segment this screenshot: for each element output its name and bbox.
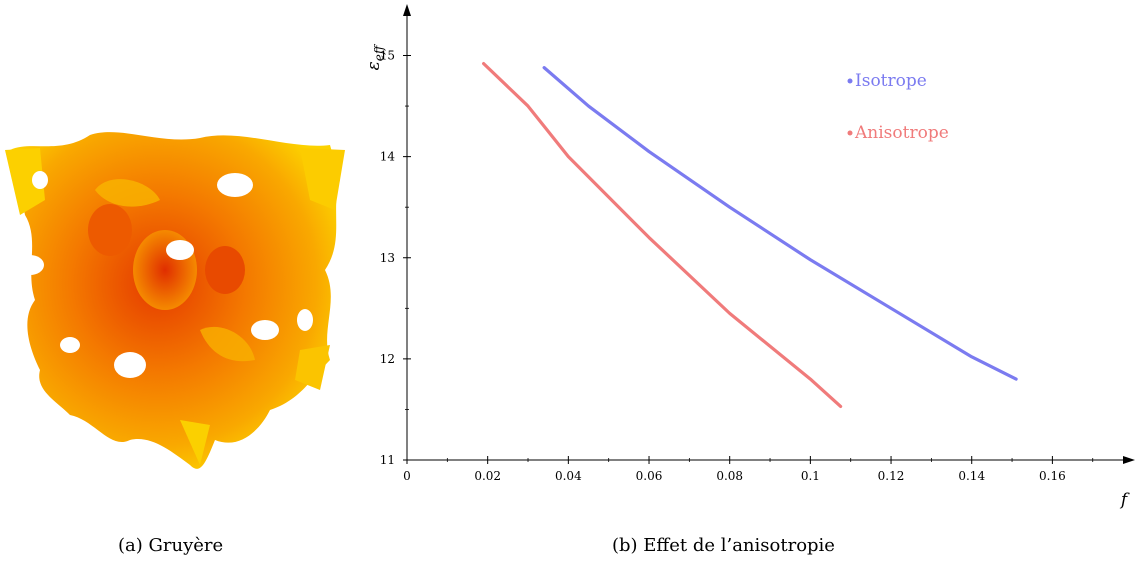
gruyere-surface-image: [5, 132, 345, 469]
x-tick-label: 0.1: [801, 469, 820, 483]
x-tick-label: 0.08: [716, 469, 743, 483]
y-tick-label: 12: [380, 352, 395, 366]
axes: [403, 4, 1135, 464]
tick-group: 0 0.02 0.04 0.06 0.08 0.1 0.12 0.14 0.16 11 12 13 14…: [364, 43, 1130, 510]
x-tick-label: 0.06: [636, 469, 663, 483]
x-tick-label: 0: [403, 469, 411, 483]
series-line-anisotrope: [482, 61, 843, 409]
caption-b: (b) Effet de l’anisotropie: [612, 535, 835, 556]
legend-label-anisotrope: Anisotrope: [854, 123, 949, 143]
legend: Isotrope Anisotrope: [847, 71, 949, 143]
chart-effet-anisotropie: 0 0.02 0.04 0.06 0.08 0.1 0.12 0.14 0.16 11 12 13 14…: [364, 4, 1135, 510]
legend-label-isotrope: Isotrope: [855, 71, 927, 91]
series-group: [482, 61, 1018, 409]
x-axis-title: f: [1119, 490, 1130, 510]
x-tick-label: 0.16: [1039, 469, 1066, 483]
y-axis-title: εeff: [364, 43, 386, 70]
y-tick-label: 15: [380, 49, 395, 63]
y-tick-label: 13: [380, 251, 395, 265]
x-tick-label: 0.12: [878, 469, 905, 483]
x-tick-label: 0.02: [474, 469, 501, 483]
y-axis-arrow: [403, 4, 411, 16]
legend-marker-anisotrope: [847, 130, 853, 136]
series-line-isotrope: [542, 66, 1018, 381]
legend-marker-isotrope: [847, 78, 853, 84]
caption-a: (a) Gruyère: [118, 535, 224, 556]
x-axis-arrow: [1123, 456, 1135, 464]
y-tick-label: 14: [380, 150, 396, 164]
y-tick-label: 11: [380, 453, 395, 467]
x-tick-label: 0.04: [555, 469, 582, 483]
x-tick-label: 0.14: [958, 469, 985, 483]
